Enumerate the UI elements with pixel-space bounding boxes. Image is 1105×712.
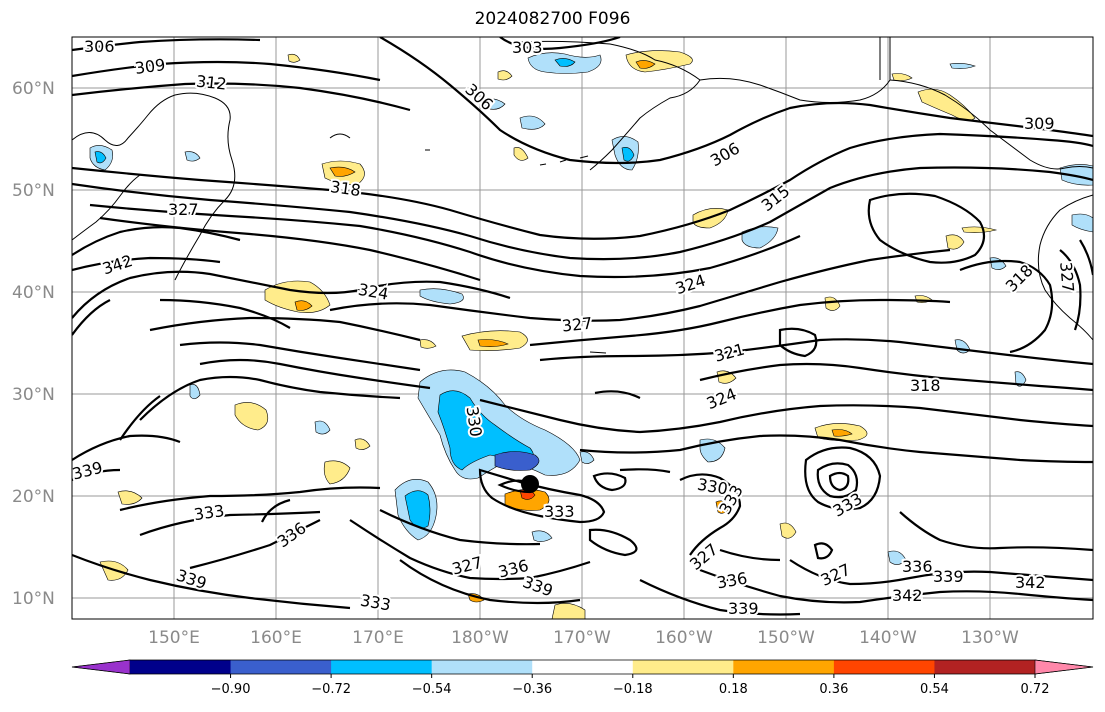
- colorbar-tick-label: 0.18: [719, 682, 748, 697]
- longitude-label: 140°W: [859, 628, 917, 648]
- contour-label: 309: [1024, 114, 1055, 133]
- latitude-label: 30°N: [12, 385, 55, 405]
- coastlines: [72, 37, 1093, 354]
- longitude-label: 170°W: [553, 628, 611, 648]
- colorbar-tick-label: 0.72: [1021, 682, 1050, 697]
- colorbar-segment: [733, 660, 835, 674]
- map-frame: [71, 36, 1094, 620]
- colorbar-segment: [230, 660, 332, 674]
- contour-label: 339: [933, 567, 964, 586]
- longitude-label: 160°E: [250, 628, 302, 648]
- colorbar-tick-label: 0.54: [920, 682, 949, 697]
- colorbar-tick-label: −0.36: [512, 682, 552, 697]
- colorbar-extend-high: [1034, 659, 1094, 675]
- colorbar-segment: [331, 660, 433, 674]
- colorbar-tick-label: 0.36: [819, 682, 848, 697]
- contour-label: 306: [84, 37, 115, 56]
- contour-label: 318: [910, 376, 941, 395]
- contour-label: 336: [902, 557, 933, 576]
- longitude-label: 150°E: [148, 628, 200, 648]
- gridlines: [72, 37, 1093, 619]
- colorbar-tick-labels: −0.90 −0.72 −0.54 −0.36 −0.18 0.18 0.36 0.54 0.7…: [211, 674, 1050, 697]
- colorbar-segment: [833, 660, 935, 674]
- latitude-label: 40°N: [12, 283, 55, 303]
- colorbar-tick-label: −0.18: [613, 682, 653, 697]
- colorbar-outline: [71, 659, 1094, 675]
- colorbar-tick-label: −0.72: [311, 682, 351, 697]
- contour-labels: 306 309 312 303 306 306 309 318 327 342 …: [72, 37, 1080, 619]
- colorbar-segments: [71, 659, 1094, 675]
- contour-label: 339: [728, 599, 759, 618]
- contour-label: 303: [512, 38, 543, 57]
- colorbar-segment: [130, 660, 232, 674]
- map-title: 2024082700 F096: [474, 9, 631, 29]
- longitude-label: 160°W: [655, 628, 713, 648]
- latitude-label: 50°N: [12, 181, 55, 201]
- contour-label: 327: [561, 314, 593, 336]
- latitude-label: 60°N: [12, 79, 55, 99]
- colorbar-segment: [532, 660, 634, 674]
- colorbar-segment: [632, 660, 734, 674]
- colorbar-segment: [934, 660, 1036, 674]
- shaded-regions: [89, 50, 1093, 619]
- longitude-label: 170°E: [352, 628, 404, 648]
- longitude-label: 150°W: [757, 628, 815, 648]
- latitude-label: 20°N: [12, 487, 55, 507]
- longitude-label: 130°W: [961, 628, 1019, 648]
- colorbar-segment: [431, 660, 533, 674]
- latitude-axis: 60°N 50°N 40°N 30°N 20°N 10°N: [12, 79, 55, 609]
- contour-label: 327: [168, 200, 199, 219]
- colorbar-tick-label: −0.54: [412, 682, 452, 697]
- contour-label: 327: [1056, 261, 1078, 293]
- contour-label: 312: [195, 72, 227, 94]
- colorbar-tick-label: −0.90: [211, 682, 251, 697]
- contour-label: 342: [1015, 573, 1046, 592]
- colorbar: −0.90 −0.72 −0.54 −0.36 −0.18 0.18 0.36 0.54 0.7…: [71, 659, 1094, 697]
- contour-label: 333: [359, 591, 392, 615]
- longitude-axis: 150°E 160°E 170°E 180°W 170°W 160°W 150°…: [148, 628, 1019, 648]
- longitude-label: 180°W: [451, 628, 509, 648]
- height-contours: [72, 37, 1093, 616]
- storm-center-marker: [521, 475, 539, 493]
- colorbar-extend-low: [71, 659, 131, 675]
- contour-label: 333: [544, 502, 575, 521]
- contour-label: 342: [892, 586, 923, 605]
- latitude-label: 10°N: [12, 589, 55, 609]
